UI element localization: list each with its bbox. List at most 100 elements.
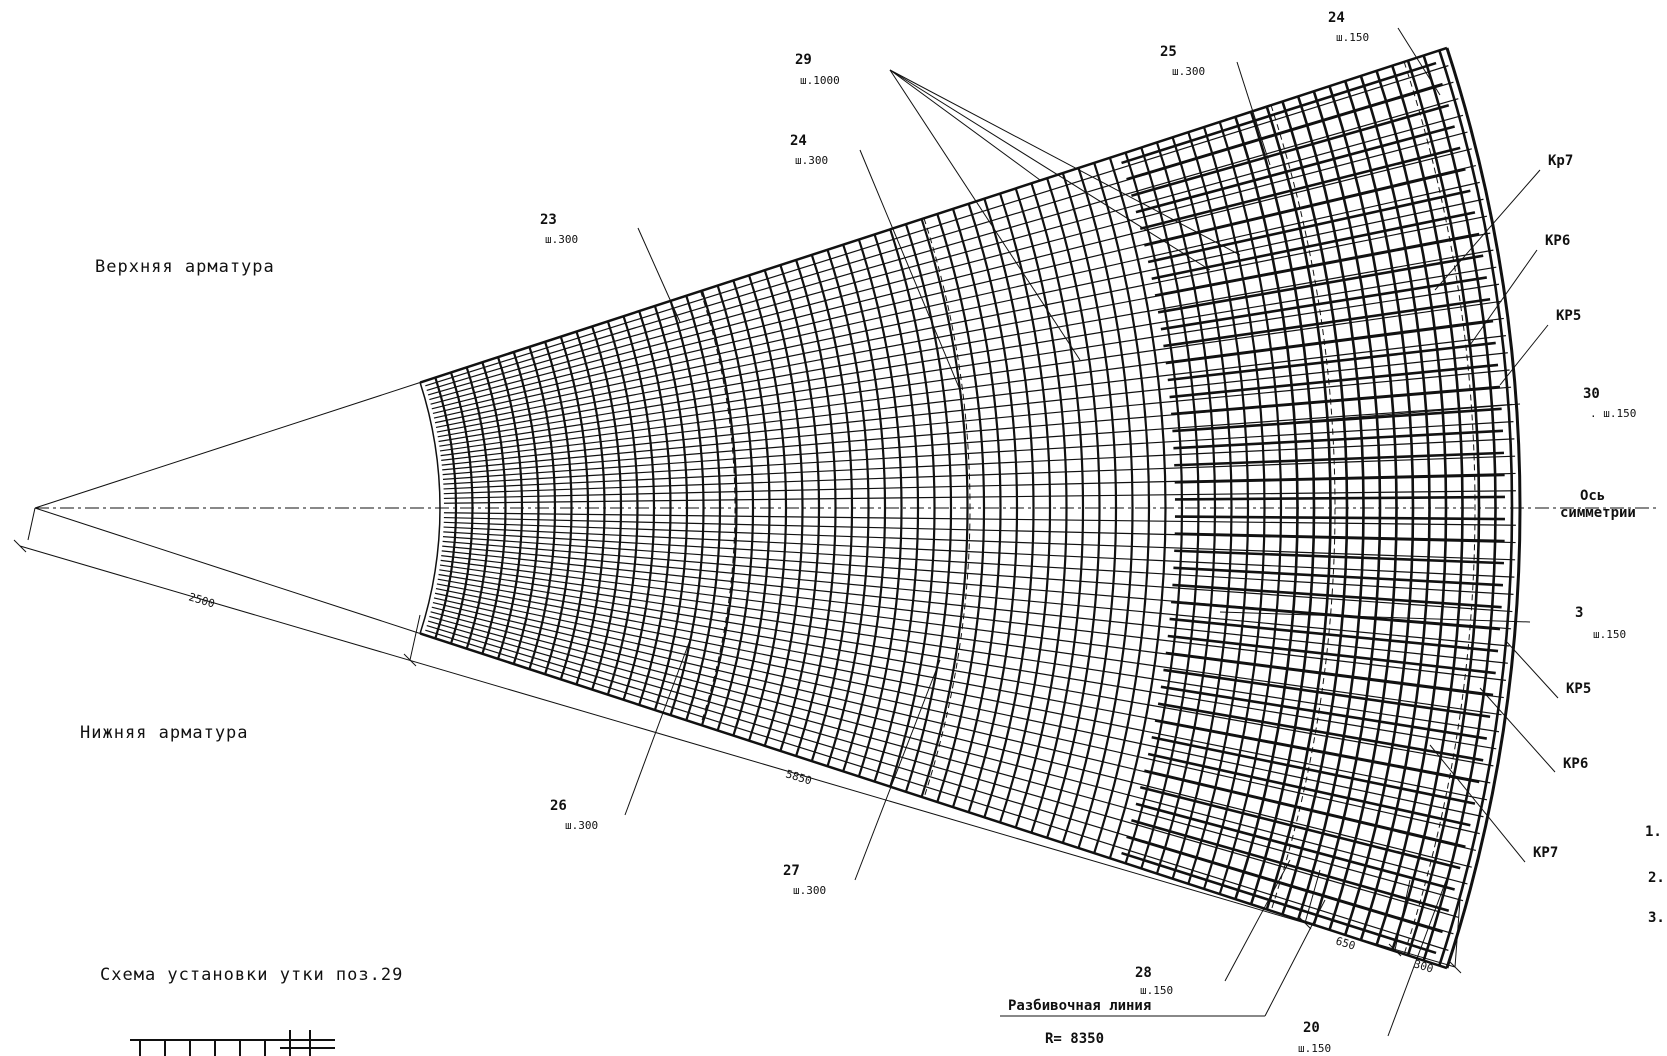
svg-text:30: 30 <box>1583 386 1600 402</box>
circular-bar <box>1093 162 1151 854</box>
lower-reinforcement-label: Нижняя арматура <box>80 723 249 743</box>
leader-28 <box>1224 859 1291 982</box>
extension-line <box>1304 869 1321 924</box>
radial-bar-upper <box>427 98 1459 396</box>
extension-line <box>27 507 36 541</box>
leader-kp5-top <box>1499 324 1549 386</box>
zone-boundary-arc <box>1403 61 1476 955</box>
radial-bar-lower <box>441 555 1507 681</box>
circular-bar <box>936 213 986 803</box>
dimension-650: 650 <box>1334 934 1357 952</box>
svg-text:КР6: КР6 <box>1563 756 1588 772</box>
callout-24-mid: 24 ш.300 <box>790 133 828 167</box>
callout-27: 27 ш.300 <box>783 863 826 897</box>
radial-bar-upper <box>441 335 1507 461</box>
radial-bar-lower <box>431 606 1472 868</box>
radial-bar-upper <box>441 352 1508 466</box>
apex-ray-upper <box>34 382 421 509</box>
leader-24-mid <box>859 149 961 391</box>
svg-text:ш.300: ш.300 <box>545 233 578 246</box>
dimension-lines <box>13 507 1462 974</box>
svg-text:ш.150: ш.150 <box>1298 1042 1331 1055</box>
leader-29b <box>889 69 1081 361</box>
radial-bar-upper <box>442 403 1513 480</box>
callout-kp6-bottom: КР6 <box>1563 756 1588 772</box>
radial-bar-lower <box>441 550 1508 664</box>
extension-line <box>1394 879 1411 951</box>
leader-20 <box>1387 869 1451 1037</box>
svg-text:27: 27 <box>783 863 800 879</box>
extension-line <box>409 614 421 661</box>
svg-text:23: 23 <box>540 212 557 228</box>
radial-bar-upper <box>443 455 1516 495</box>
radial-bar-upper <box>439 283 1500 447</box>
radial-bar-lower <box>438 573 1497 750</box>
radial-bar-upper <box>443 438 1515 490</box>
circular-bar <box>1438 49 1514 967</box>
radial-bar-upper <box>439 300 1502 452</box>
additional-radial-bar <box>1165 319 1494 365</box>
svg-text:ш.300: ш.300 <box>793 884 826 897</box>
leader-kp5-bot <box>1504 639 1559 699</box>
callout-23: 23 ш.300 <box>540 212 578 246</box>
additional-radial-bar <box>1174 473 1505 484</box>
callout-29: 29 ш.1000 <box>795 52 840 87</box>
additional-radial-bar <box>1139 786 1461 870</box>
svg-text:Кр7: Кр7 <box>1548 153 1573 169</box>
callout-28: 28 ш.150 <box>1135 965 1173 997</box>
dimension-2500: 2500 <box>187 590 216 610</box>
dimension-300: 300 <box>1412 957 1435 975</box>
radial-bar-upper <box>438 266 1497 443</box>
sector-outer-arc <box>1445 47 1522 969</box>
callout-kp5-bottom: КР5 <box>1566 681 1591 697</box>
additional-radial-bar <box>1151 736 1476 805</box>
svg-text:ш.300: ш.300 <box>565 819 598 832</box>
additional-radial-bar <box>1131 104 1450 197</box>
layout-line-label: Разбивочная линия <box>1008 998 1151 1014</box>
leader-27 <box>854 659 941 881</box>
leader-lines <box>624 27 1559 1037</box>
radial-bar-upper <box>435 215 1488 429</box>
duck-installation-scheme <box>130 1030 335 1056</box>
radial-bar-lower <box>443 526 1515 578</box>
additional-radial-bar <box>1174 451 1505 467</box>
additional-radial-bar <box>1163 668 1491 719</box>
additional-radial-bar <box>1169 363 1499 399</box>
additional-radial-bar <box>1167 341 1496 382</box>
radial-bar-lower <box>435 587 1488 801</box>
svg-text:20: 20 <box>1303 1020 1320 1036</box>
additional-radial-bar <box>1121 851 1437 955</box>
additional-radial-bar <box>1126 835 1443 934</box>
radial-bar-lower <box>430 611 1468 885</box>
symmetry-axis-label-1: Ось <box>1580 488 1605 504</box>
dimension-line <box>19 545 1456 968</box>
svg-text:. ш.150: . ш.150 <box>1590 407 1636 420</box>
dimension-5850: 5850 <box>784 767 813 787</box>
zone-boundary-arc <box>700 290 736 726</box>
additional-radial-bar <box>1160 685 1488 740</box>
note-3: 3. <box>1648 910 1665 926</box>
callout-kp7-top: Кр7 <box>1548 153 1573 169</box>
leader-26 <box>624 639 691 816</box>
additional-radial-bar <box>1173 429 1504 450</box>
additional-radial-bar <box>1165 651 1494 697</box>
svg-text:КР5: КР5 <box>1556 308 1581 324</box>
radial-bar-lower <box>425 629 1449 951</box>
svg-text:ш.150: ш.150 <box>1593 628 1626 641</box>
additional-radial-bar <box>1144 769 1466 848</box>
radial-bar-lower <box>443 512 1516 526</box>
leader-layout <box>1264 899 1326 1017</box>
radial-bar-lower <box>442 536 1513 613</box>
leader-kp6-top <box>1469 249 1538 346</box>
circular-bar <box>1391 65 1464 951</box>
extension-line <box>1454 899 1461 968</box>
circular-bar <box>716 285 755 731</box>
svg-text:ш.1000: ш.1000 <box>800 74 840 87</box>
radius-label: R= 8350 <box>1045 1031 1104 1047</box>
sector-edge-lower <box>419 632 1448 970</box>
circular-bar <box>889 228 936 788</box>
additional-radial-bar <box>1167 634 1496 675</box>
svg-text:ш.300: ш.300 <box>795 154 828 167</box>
radial-bar-upper <box>433 181 1480 419</box>
